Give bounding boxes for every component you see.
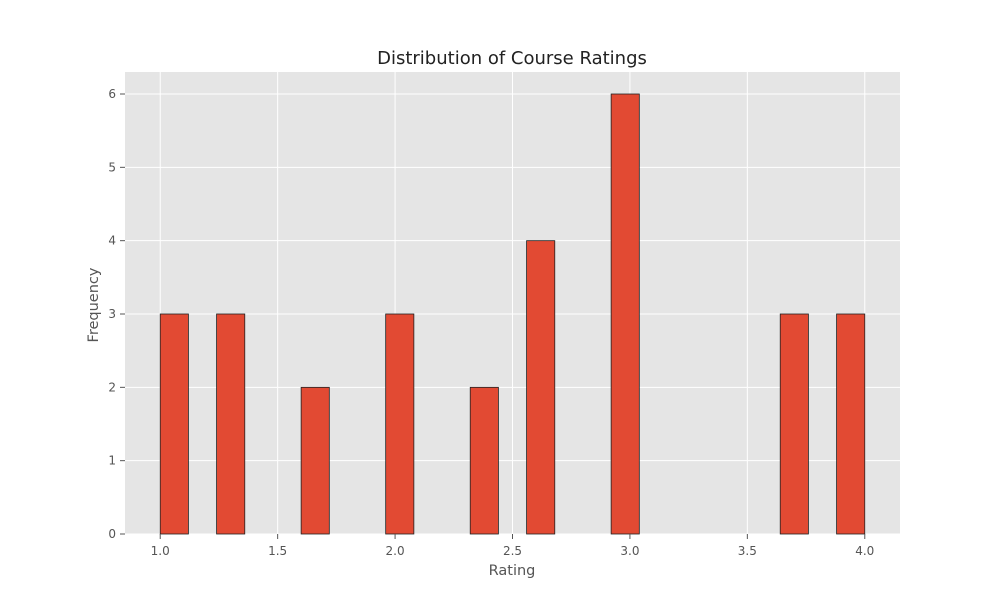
- grid-lines: [125, 72, 900, 535]
- y-axis-ticks: 0 1 2 3 4 5 6: [108, 87, 125, 541]
- x-tick-label: 1.5: [268, 544, 287, 558]
- histogram-bar: [526, 240, 556, 535]
- y-tick-label: 1: [108, 454, 116, 468]
- histogram-bar: [779, 313, 809, 535]
- x-axis-ticks: 1.0 1.5 2.0 2.5 3.0 3.5 4.0: [151, 534, 874, 558]
- chart-title: Distribution of Course Ratings: [377, 48, 647, 69]
- y-tick-label: 4: [108, 234, 116, 248]
- x-tick-label: 4.0: [855, 544, 874, 558]
- x-tick-label: 3.5: [738, 544, 757, 558]
- y-tick-label: 2: [108, 380, 116, 394]
- x-axis-label: Rating: [489, 563, 536, 579]
- y-tick-label: 5: [108, 160, 116, 174]
- histogram-bar: [159, 313, 189, 535]
- histogram-bar: [300, 386, 330, 535]
- x-tick-label: 2.5: [503, 544, 522, 558]
- histogram-bar: [385, 313, 415, 535]
- histogram-bar: [216, 313, 246, 535]
- y-tick-label: 3: [108, 307, 116, 321]
- histogram-bar: [469, 386, 499, 535]
- x-tick-label: 2.0: [386, 544, 405, 558]
- bars: [159, 93, 866, 535]
- y-tick-label: 6: [108, 87, 116, 101]
- histogram-bar: [836, 313, 866, 535]
- y-tick-label: 0: [108, 527, 116, 541]
- histogram-bar: [610, 93, 640, 535]
- y-axis-label: Frequency: [86, 267, 102, 342]
- x-tick-label: 1.0: [151, 544, 170, 558]
- x-tick-label: 3.0: [620, 544, 639, 558]
